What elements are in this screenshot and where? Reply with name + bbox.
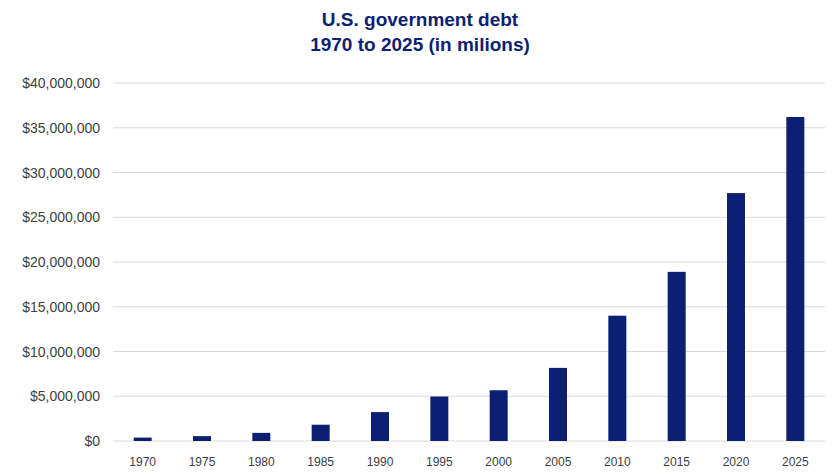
bar: [430, 397, 448, 441]
bar: [312, 425, 330, 441]
grid-line: [113, 351, 825, 352]
grid-line: [113, 172, 825, 173]
y-tick-label: $25,000,000: [22, 209, 100, 225]
x-tick-label: 2020: [723, 455, 750, 469]
x-tick-label: 2010: [604, 455, 631, 469]
bar: [727, 193, 745, 441]
chart: U.S. government debt 1970 to 2025 (in mil…: [0, 0, 840, 472]
grid-line: [113, 217, 825, 218]
y-tick-label: $5,000,000: [30, 388, 100, 404]
x-tick-label: 2000: [485, 455, 512, 469]
bar: [608, 316, 626, 441]
x-tick-label: 1970: [129, 455, 156, 469]
grid-line: [113, 262, 825, 263]
x-tick-label: 1990: [367, 455, 394, 469]
bar: [668, 272, 686, 441]
bar: [786, 117, 804, 441]
x-tick-label: 1995: [426, 455, 453, 469]
bar: [549, 368, 567, 441]
bars: [134, 117, 805, 441]
grid-line: [113, 127, 825, 128]
y-tick-label: $30,000,000: [22, 165, 100, 181]
grid-line: [113, 306, 825, 307]
x-tick-label: 1975: [189, 455, 216, 469]
bar: [134, 438, 152, 441]
y-tick-label: $15,000,000: [22, 299, 100, 315]
x-tick-label: 1980: [248, 455, 275, 469]
y-tick-label: $10,000,000: [22, 344, 100, 360]
bar: [252, 433, 270, 441]
grid-line: [113, 396, 825, 397]
x-tick-label: 1985: [307, 455, 334, 469]
grid-line: [113, 83, 825, 84]
grid-line: [113, 441, 825, 442]
title: U.S. government debt: [322, 9, 519, 30]
subtitle: 1970 to 2025 (in milions): [310, 34, 530, 55]
y-tick-label: $20,000,000: [22, 254, 100, 270]
y-tick-label: $40,000,000: [22, 75, 100, 91]
bar: [490, 390, 508, 441]
x-tick-label: 2005: [545, 455, 572, 469]
y-tick-label: $0: [84, 433, 100, 449]
bar: [193, 436, 211, 441]
x-tick-label: 2025: [782, 455, 809, 469]
x-tick-label: 2015: [663, 455, 690, 469]
bar: [371, 412, 389, 441]
y-tick-label: $35,000,000: [22, 120, 100, 136]
